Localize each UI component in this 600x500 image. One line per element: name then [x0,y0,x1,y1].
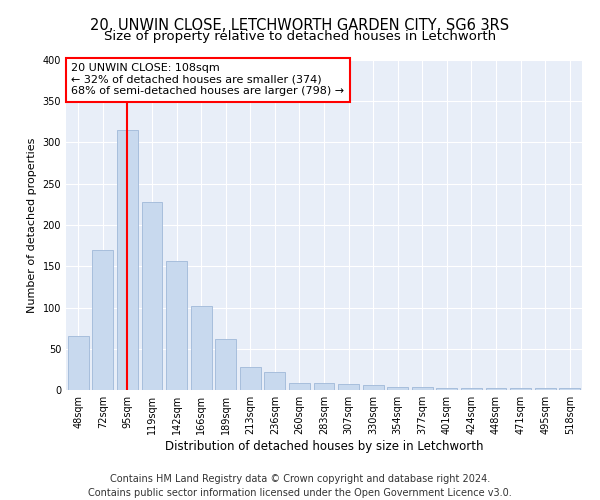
Bar [314,382,334,390]
Y-axis label: Number of detached properties: Number of detached properties [27,138,37,312]
Bar [191,306,212,390]
Text: 20, UNWIN CLOSE, LETCHWORTH GARDEN CITY, SG6 3RS: 20, UNWIN CLOSE, LETCHWORTH GARDEN CITY,… [91,18,509,32]
Bar [166,262,187,390]
Bar [215,339,236,390]
X-axis label: Distribution of detached houses by size in Letchworth: Distribution of detached houses by size … [165,440,483,453]
Bar [461,388,482,390]
Bar [436,388,457,390]
Text: 20 UNWIN CLOSE: 108sqm
← 32% of detached houses are smaller (374)
68% of semi-de: 20 UNWIN CLOSE: 108sqm ← 32% of detached… [71,64,344,96]
Bar [510,388,531,390]
Bar [92,250,113,390]
Bar [265,372,286,390]
Bar [559,388,580,390]
Bar [485,388,506,390]
Text: Size of property relative to detached houses in Letchworth: Size of property relative to detached ho… [104,30,496,43]
Text: Contains HM Land Registry data © Crown copyright and database right 2024.
Contai: Contains HM Land Registry data © Crown c… [88,474,512,498]
Bar [142,202,163,390]
Bar [117,130,138,390]
Bar [289,382,310,390]
Bar [412,386,433,390]
Bar [535,388,556,390]
Bar [362,385,383,390]
Bar [68,336,89,390]
Bar [240,367,261,390]
Bar [338,384,359,390]
Bar [387,386,408,390]
